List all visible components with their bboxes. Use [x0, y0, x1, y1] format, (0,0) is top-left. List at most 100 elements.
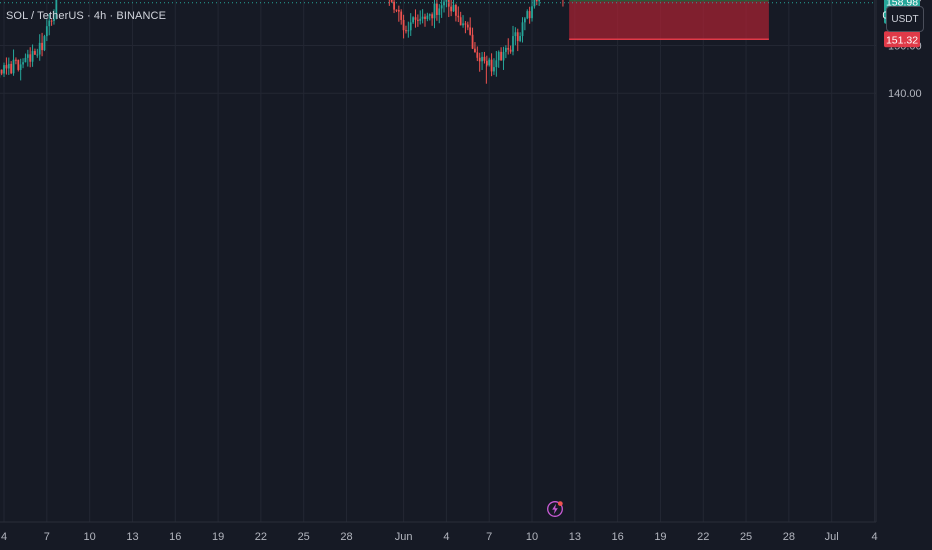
candle-body	[431, 14, 434, 19]
candle-body	[504, 47, 507, 52]
time-tick-label: 7	[44, 531, 50, 543]
time-tick-label: Jul	[825, 531, 839, 543]
time-tick-label: 28	[340, 531, 352, 543]
candle-body	[440, 5, 443, 9]
candle-body	[471, 34, 474, 49]
candle-body	[476, 52, 479, 58]
current-price-tag: 158.98	[886, 0, 918, 9]
currency-button[interactable]: USDT	[886, 6, 924, 32]
candle-body	[426, 15, 429, 19]
grid-lines	[0, 0, 876, 522]
symbol-title: SOL / TetherUS · 4h · BINANCE	[6, 10, 167, 22]
candle-body	[447, 0, 450, 7]
candle-body	[443, 1, 445, 6]
candle-body	[36, 54, 39, 56]
candle-body	[50, 20, 53, 22]
candle-body	[48, 20, 51, 27]
candle-body	[497, 51, 500, 61]
candle-body	[402, 19, 405, 31]
candle-body	[424, 16, 426, 19]
candle-body	[412, 17, 415, 23]
position-tool[interactable]	[569, 0, 769, 41]
candle-body	[445, 0, 448, 2]
candle-body	[55, 0, 58, 19]
candle-body	[397, 9, 400, 12]
candle-body	[495, 60, 498, 68]
time-tick-label: 7	[486, 531, 492, 543]
candle-body	[5, 65, 8, 69]
candle-body	[435, 3, 438, 15]
candle-body	[512, 36, 514, 52]
stop-price-tag: 151.32	[886, 34, 918, 46]
candle-body	[395, 9, 398, 11]
candle-body	[531, 6, 533, 19]
candle-body	[19, 64, 22, 70]
time-tick-label: 13	[569, 531, 581, 543]
candle-body	[452, 4, 455, 12]
candle-body	[481, 56, 483, 62]
candle-body	[43, 36, 46, 51]
time-tick-label: 4	[871, 531, 877, 543]
lightning-alert-icon[interactable]	[546, 500, 564, 518]
time-tick-label: 19	[654, 531, 666, 543]
candle-body	[462, 23, 464, 26]
time-tick-label: Jun	[395, 531, 413, 543]
candle-body	[421, 16, 424, 19]
candle-body	[405, 30, 407, 32]
candle-body	[419, 18, 422, 21]
time-tick-label: 22	[255, 531, 267, 543]
time-axis[interactable]: 4 7 10 13 16 19 22 25 28 Jun 4 7 10 13 16 19 22 25 28 Jul 4	[1, 531, 878, 543]
candle-body	[507, 47, 510, 50]
candle-body	[500, 51, 503, 61]
candle-body	[407, 30, 410, 32]
candle-body	[528, 11, 531, 19]
candle-body	[478, 57, 481, 62]
candle-body	[41, 42, 43, 51]
candle-body	[24, 57, 27, 63]
candle-body	[393, 1, 395, 10]
candle-body	[0, 69, 3, 74]
candle-body	[450, 6, 453, 12]
candle-body	[526, 11, 529, 19]
candle-body	[45, 26, 48, 37]
candle-body	[22, 62, 24, 65]
candle-body	[535, 0, 538, 2]
candle-body	[10, 63, 13, 74]
candle-body	[390, 0, 393, 2]
candle-body	[533, 0, 536, 7]
time-tick-label: 16	[169, 531, 181, 543]
candle-body	[15, 59, 17, 61]
candle-body	[485, 60, 488, 66]
candle-body	[416, 19, 419, 21]
candle-body	[455, 4, 457, 16]
time-tick-label: 22	[697, 531, 709, 543]
candle-body	[516, 32, 519, 41]
candle-body	[523, 18, 526, 23]
candle-body	[17, 59, 20, 70]
time-tick-label: 4	[443, 531, 449, 543]
candle-body	[29, 54, 32, 62]
candle-body	[12, 59, 15, 74]
stop-price-tag-bg	[884, 31, 920, 48]
price-tick-label: 140.00	[888, 88, 922, 100]
candle-body	[457, 15, 460, 18]
time-tick-label: 10	[526, 531, 538, 543]
candle-body	[538, 0, 541, 2]
stop-zone	[569, 1, 769, 40]
candle-body	[438, 8, 441, 15]
candle-body	[519, 36, 522, 41]
candles	[0, 0, 564, 84]
time-tick-label: 19	[212, 531, 224, 543]
candle-body	[7, 63, 10, 69]
candle-body	[464, 23, 467, 25]
candle-body	[31, 51, 34, 62]
candle-body	[409, 22, 412, 31]
time-tick-label: 25	[740, 531, 752, 543]
candle-body	[521, 22, 524, 37]
candle-body	[428, 14, 431, 16]
time-tick-label: 25	[298, 531, 310, 543]
candle-body	[514, 32, 517, 37]
candle-body	[400, 11, 403, 20]
